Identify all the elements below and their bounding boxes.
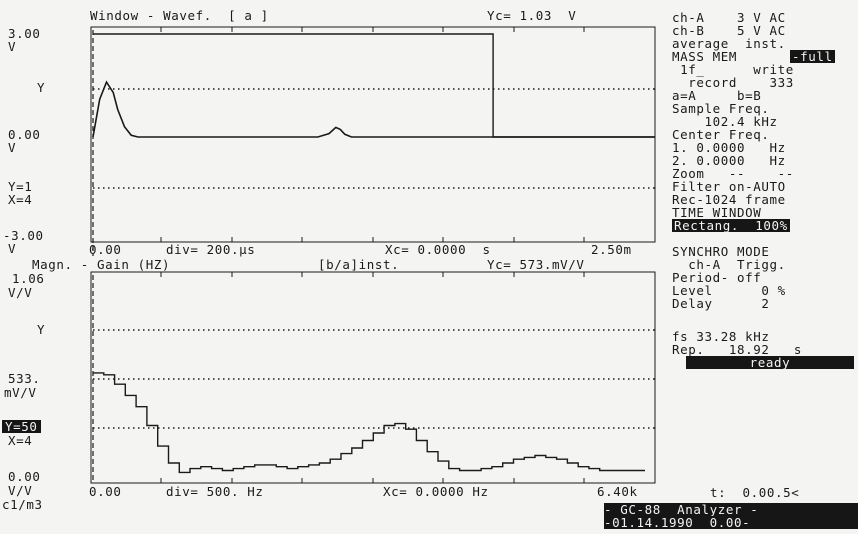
gain-trace [93, 372, 645, 474]
window-function-trace [93, 33, 655, 138]
bottom-plot-mode: [b/a]inst. [318, 257, 400, 272]
top-plot-frame [90, 26, 656, 243]
top-x-div: div= 200.µs [166, 242, 256, 257]
sample-freq-label: Sample Freq. [672, 101, 770, 116]
bottom-y-mid-unit: mV/V [4, 385, 37, 400]
sample-freq-value[interactable]: 102.4 kHz [672, 114, 778, 129]
time-window-label: TIME WINDOW [672, 205, 762, 220]
top-y-marker: Y [37, 80, 46, 95]
bottom-x-start: 0.00 [89, 484, 122, 499]
bottom-y-min-unit: V/V [8, 483, 33, 498]
top-cursor-readout: Yc= 1.03 V [487, 8, 577, 23]
bottom-y-marker: Y [37, 322, 46, 337]
bottom-x-scale-readout: X=4 [8, 433, 33, 448]
bottom-plot-frame [90, 271, 656, 484]
bottom-plot-ticks [160, 272, 585, 483]
rec-frame-setting[interactable]: Rec-1024 frame [672, 192, 786, 207]
zoom-setting[interactable]: Zoom -- -- [672, 166, 794, 181]
period-setting[interactable]: Period- off [672, 270, 762, 285]
bottom-x-end: 6.40k [597, 484, 638, 499]
brand-label: - GC-88 Analyzer - [604, 503, 858, 516]
bottom-units-note: c1/m3 [2, 497, 43, 512]
top-xc-readout: Xc= 0.0000 s [385, 242, 491, 257]
date-readout: -01.14.1990 0.00- [604, 516, 858, 529]
top-y-max-unit: V [8, 39, 17, 54]
top-plot-grid [93, 88, 655, 189]
bottom-y-min-label: 0.00 [8, 469, 41, 484]
top-plot-title: Window - Wavef. [ a ] [90, 8, 269, 23]
top-y-min-unit: V [8, 241, 17, 256]
bottom-y-mid-label: 533. [8, 371, 41, 386]
window-type[interactable]: Rectang. 100% [672, 218, 790, 233]
top-x-scale-readout: X=4 [8, 192, 33, 207]
bottom-y-max-label: 1.06 [12, 271, 45, 286]
bottom-xc-readout: Xc= 0.0000 Hz [383, 484, 489, 499]
time-readout: t: 0.00.5< [710, 485, 800, 500]
center-freq-label: Center Freq. [672, 127, 770, 142]
bottom-y-scale-readout[interactable]: Y=50 [2, 420, 41, 433]
synchro-channel[interactable]: ch-A Trigg. [672, 257, 786, 272]
channel-a-setting[interactable]: ch-A 3 V AC [672, 10, 786, 25]
top-y-scale-readout: Y=1 [8, 179, 33, 194]
center-freq-1[interactable]: 1. 0.0000 Hz [672, 140, 786, 155]
file-setting[interactable]: 1f_ write [672, 62, 794, 77]
mass-mem-mode[interactable]: -full [790, 49, 835, 64]
channel-b-setting[interactable]: ch-B 5 V AC [672, 23, 786, 38]
top-y-min-label: -3.00 [3, 228, 44, 243]
delay-setting[interactable]: Delay 2 [672, 296, 770, 311]
bottom-cursor-readout: Yc= 573.mV/V [487, 257, 585, 272]
rep-readout: Rep. 18.92 s [672, 342, 803, 357]
center-freq-2[interactable]: 2. 0.0000 Hz [672, 153, 786, 168]
bottom-plot-grid [93, 329, 655, 429]
top-y-mid-label: 0.00 [8, 127, 41, 142]
bottom-x-div: div= 500. Hz [166, 484, 264, 499]
fs-readout: fs 33.28 kHz [672, 329, 770, 344]
record-setting[interactable]: record 333 [672, 75, 794, 90]
level-setting[interactable]: Level 0 % [672, 283, 786, 298]
synchro-mode-label: SYNCHRO MODE [672, 244, 770, 259]
top-y-mid-unit: V [8, 140, 17, 155]
top-y-max-label: 3.00 [8, 26, 41, 41]
top-x-start: 0.00 [89, 242, 122, 257]
bottom-plot-title: Magn. - Gain (HZ) [32, 257, 171, 272]
filter-setting[interactable]: Filter on-AUTO [672, 179, 786, 194]
average-setting[interactable]: average inst. [672, 36, 786, 51]
bottom-y-max-unit: V/V [8, 285, 33, 300]
status-indicator: ready [686, 356, 854, 369]
top-plot-ticks [160, 27, 585, 242]
waveform-trace [92, 80, 655, 138]
mass-mem-label: MASS MEM [672, 49, 738, 64]
channel-assign[interactable]: a=A b=B [672, 88, 762, 103]
top-x-end: 2.50m [591, 242, 632, 257]
